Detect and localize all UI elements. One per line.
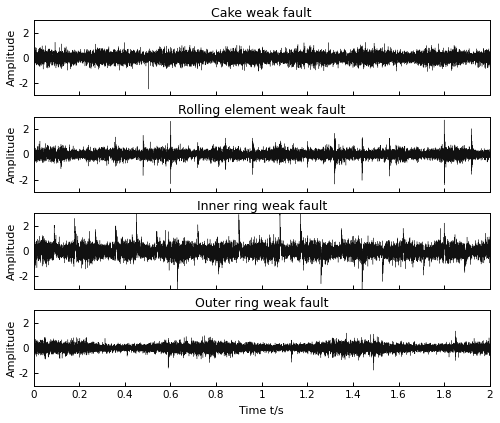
Y-axis label: Amplitude: Amplitude	[7, 319, 17, 376]
Y-axis label: Amplitude: Amplitude	[7, 29, 17, 86]
Title: Rolling element weak fault: Rolling element weak fault	[178, 104, 346, 117]
X-axis label: Time t/s: Time t/s	[240, 406, 284, 416]
Y-axis label: Amplitude: Amplitude	[7, 222, 17, 280]
Title: Cake weak fault: Cake weak fault	[212, 7, 312, 20]
Y-axis label: Amplitude: Amplitude	[7, 126, 17, 183]
Title: Inner ring weak fault: Inner ring weak fault	[196, 201, 327, 214]
Title: Outer ring weak fault: Outer ring weak fault	[195, 297, 328, 310]
